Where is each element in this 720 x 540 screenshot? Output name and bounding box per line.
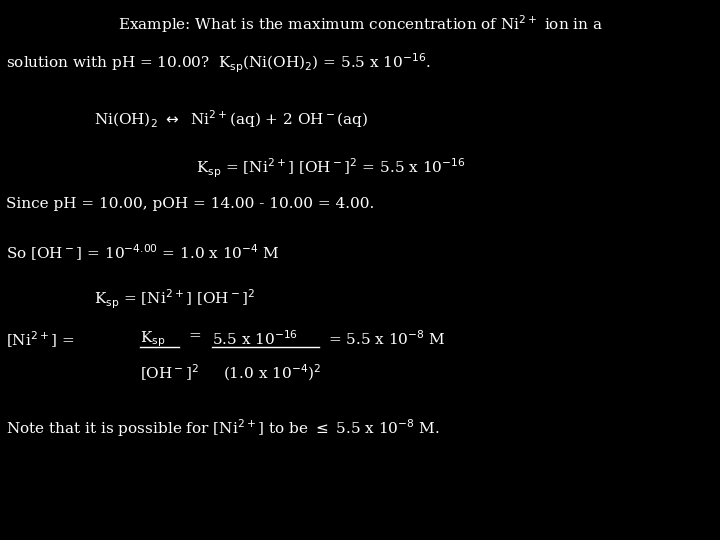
- Text: =: =: [189, 329, 202, 343]
- Text: K$_{\rm sp}$ = [Ni$^{2+}$] [OH$^-$]$^2$: K$_{\rm sp}$ = [Ni$^{2+}$] [OH$^-$]$^2$: [94, 287, 255, 310]
- Text: Note that it is possible for [Ni$^{2+}$] to be $\leq$ 5.5 x 10$^{-8}$ M.: Note that it is possible for [Ni$^{2+}$]…: [6, 417, 440, 438]
- Text: [Ni$^{2+}$] =: [Ni$^{2+}$] =: [6, 329, 76, 350]
- Text: solution with pH = 10.00?  K$_{\rm sp}$(Ni(OH)$_2$) = 5.5 x 10$^{-16}$.: solution with pH = 10.00? K$_{\rm sp}$(N…: [6, 51, 431, 75]
- Text: So [OH$^-$] = 10$^{-4.00}$ = 1.0 x 10$^{-4}$ M: So [OH$^-$] = 10$^{-4.00}$ = 1.0 x 10$^{…: [6, 243, 279, 264]
- Text: K$_{\rm sp}$: K$_{\rm sp}$: [140, 329, 166, 349]
- Text: Since pH = 10.00, pOH = 14.00 - 10.00 = 4.00.: Since pH = 10.00, pOH = 14.00 - 10.00 = …: [6, 197, 374, 211]
- Text: (1.0 x 10$^{-4}$)$^2$: (1.0 x 10$^{-4}$)$^2$: [223, 363, 321, 383]
- Text: [OH$^-$]$^2$: [OH$^-$]$^2$: [140, 363, 199, 383]
- Text: K$_{\rm sp}$ = [Ni$^{2+}$] [OH$^-$]$^2$ = 5.5 x 10$^{-16}$: K$_{\rm sp}$ = [Ni$^{2+}$] [OH$^-$]$^2$ …: [197, 157, 466, 180]
- Text: = 5.5 x 10$^{-8}$ M: = 5.5 x 10$^{-8}$ M: [328, 329, 445, 348]
- Text: Ni(OH)$_2$ $\leftrightarrow$  Ni$^{2+}$(aq) + 2 OH$^-$(aq): Ni(OH)$_2$ $\leftrightarrow$ Ni$^{2+}$(a…: [94, 108, 368, 130]
- Text: 5.5 x 10$^{-16}$: 5.5 x 10$^{-16}$: [212, 329, 298, 348]
- Text: Example: What is the maximum concentration of Ni$^{2+}$ ion in a: Example: What is the maximum concentrati…: [117, 14, 603, 35]
